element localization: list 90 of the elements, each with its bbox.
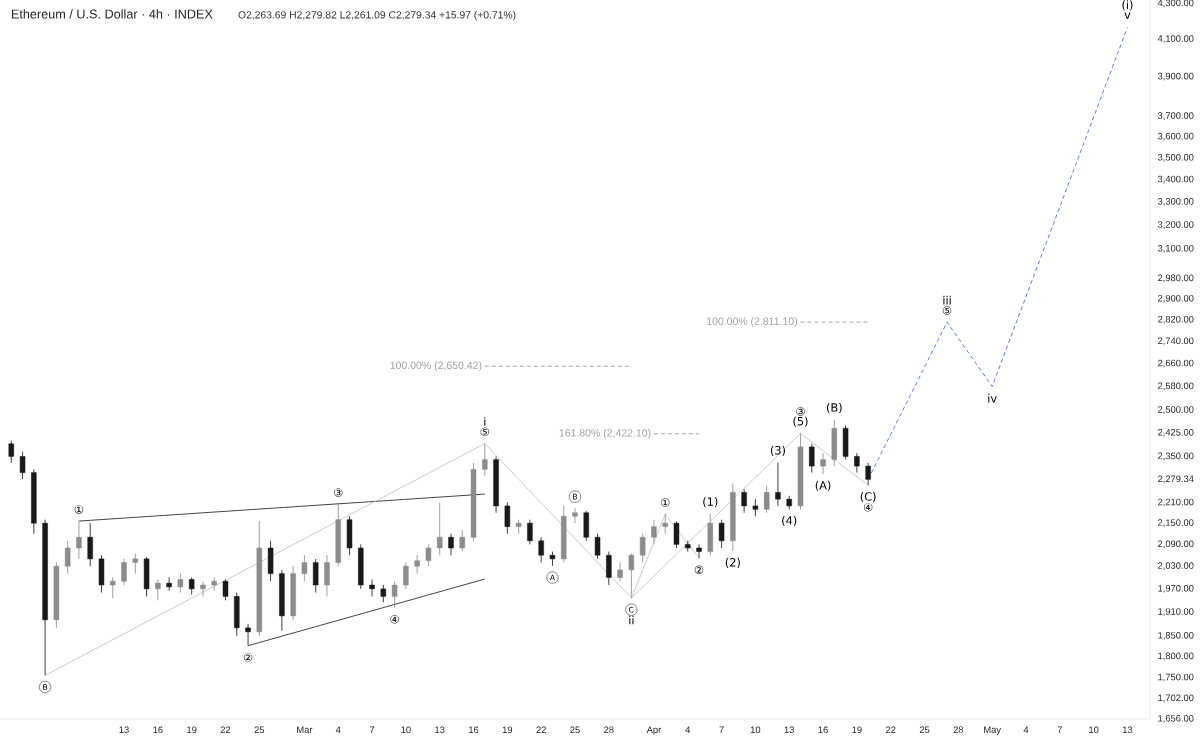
x-tick-label: 22 (220, 726, 231, 733)
y-tick-label: 4,100.00 (1157, 35, 1194, 43)
annotation: ⑤ (942, 306, 952, 315)
x-tick-label: 13 (784, 726, 794, 734)
y-tick-label: 1,800.00 (1158, 652, 1194, 661)
x-tick-label: 4 (685, 726, 691, 733)
x-tick-label: 25 (570, 726, 580, 734)
y-tick-label: 1,750.00 (1158, 673, 1194, 682)
y-tick-label: 2,500.00 (1158, 406, 1194, 414)
annotation: ② (694, 565, 704, 575)
y-tick-label: 2,425.00 (1158, 429, 1194, 437)
series-label: 100.00% (2,811.10) (707, 317, 798, 328)
x-tick-label: 22 (885, 726, 896, 733)
annotation: iii (943, 295, 951, 305)
y-tick-label: 3,300.00 (1157, 198, 1194, 206)
x-tick-label: 16 (153, 726, 163, 734)
y-tick-label: 3,400.00 (1157, 175, 1194, 184)
y-tick-label: 3,100.00 (1157, 244, 1194, 253)
x-tick-label: 7 (719, 726, 724, 733)
x-tick-label: May (984, 726, 1001, 735)
x-tick-label: 19 (187, 726, 197, 734)
annotation: (5) (793, 416, 808, 427)
y-tick-label: 1,970.00 (1158, 585, 1194, 593)
x-tick-label: 10 (1089, 726, 1099, 734)
annotation: ① (74, 505, 84, 514)
x-tick-label: 13 (119, 726, 129, 734)
annotation: ③ (334, 488, 343, 497)
y-tick-label: 3,700.00 (1157, 112, 1194, 120)
annotation: (2) (725, 557, 740, 568)
annotation: ④ (863, 503, 873, 512)
x-tick-label: 19 (502, 726, 513, 734)
y-tick-label: 2,210.00 (1158, 498, 1194, 507)
y-tick-label: 2,150.00 (1158, 519, 1194, 528)
y-tick-label: 3,900.00 (1157, 72, 1194, 81)
annotation: (1) (703, 497, 718, 508)
y-tick-label: 2,350.00 (1158, 452, 1194, 461)
x-tick-label: 10 (401, 726, 411, 734)
annotation: ② (243, 653, 253, 662)
y-tick-label: 1,850.00 (1158, 632, 1194, 640)
annotation: (B) (826, 403, 842, 414)
y-tick-label: 2,580.00 (1158, 382, 1194, 391)
annotation: ③ (796, 407, 805, 416)
x-tick-label: 16 (818, 726, 828, 734)
y-tick-label: 2,980.00 (1158, 274, 1194, 283)
x-tick-label: 28 (604, 726, 614, 734)
y-tick-label: 3,200.00 (1157, 221, 1194, 229)
y-tick-label: 2,030.00 (1158, 562, 1194, 571)
y-tick-label: 1,656.00 (1158, 715, 1194, 723)
annotation: i (484, 417, 486, 426)
x-tick-label: 16 (469, 726, 479, 734)
series-label: 161.80% (2,422.10) (559, 428, 651, 439)
annotation: (3) (770, 445, 785, 456)
y-tick-label: 2,820.00 (1158, 315, 1194, 324)
y-tick-label: 3,600.00 (1157, 132, 1194, 141)
annotation: iv (988, 393, 997, 403)
annotation: (A) (815, 480, 831, 491)
text: Ethereum / U.S. Dollar · 4h · INDEX (11, 9, 213, 19)
y-tick-label: 2,660.00 (1158, 359, 1194, 368)
annotation: ④ (390, 615, 399, 624)
x-tick-label: 10 (750, 726, 761, 734)
annotation: (4) (782, 515, 797, 527)
y-tick-label: 1,910.00 (1158, 608, 1194, 616)
series-label: 100.00% (2,650.42) (390, 361, 482, 372)
x-tick-label: 13 (435, 726, 445, 734)
x-tick-label: Mar (297, 726, 313, 733)
x-tick-label: 7 (1057, 726, 1062, 733)
y-tick-label: 1,702.00 (1158, 694, 1194, 703)
x-tick-label: 4 (1023, 726, 1029, 733)
annotation: v (1124, 12, 1131, 19)
annotation: ⑤ (480, 427, 490, 437)
x-tick-label: 25 (919, 726, 930, 734)
y-tick-label: 3,500.00 (1157, 153, 1194, 162)
annotation: (C) (860, 491, 876, 503)
annotation: ii (629, 615, 634, 625)
x-tick-label: 7 (369, 726, 375, 733)
y-tick-label: 2,900.00 (1158, 294, 1194, 303)
x-tick-label: 13 (1122, 726, 1133, 734)
annotation: ① (660, 498, 670, 507)
annotation: (i) (1122, 0, 1133, 11)
y-tick-label: 2,090.00 (1158, 540, 1194, 549)
y-tick-label: 2,740.00 (1158, 337, 1194, 346)
x-tick-label: 28 (953, 726, 964, 734)
x-tick-label: Apr (646, 726, 662, 735)
x-tick-label: 19 (852, 726, 862, 734)
text: O2,263.69 H2,279.82 L2,261.09 C2,279.34 +15.97 (+0.71%) (238, 10, 516, 21)
x-tick-label: 22 (536, 726, 546, 733)
x-tick-label: 25 (254, 726, 265, 734)
x-tick-label: 4 (335, 726, 341, 733)
y-tick-label: 4,300.00 (1157, 0, 1194, 8)
y-tick-label: 2,279.34 (1158, 475, 1194, 484)
